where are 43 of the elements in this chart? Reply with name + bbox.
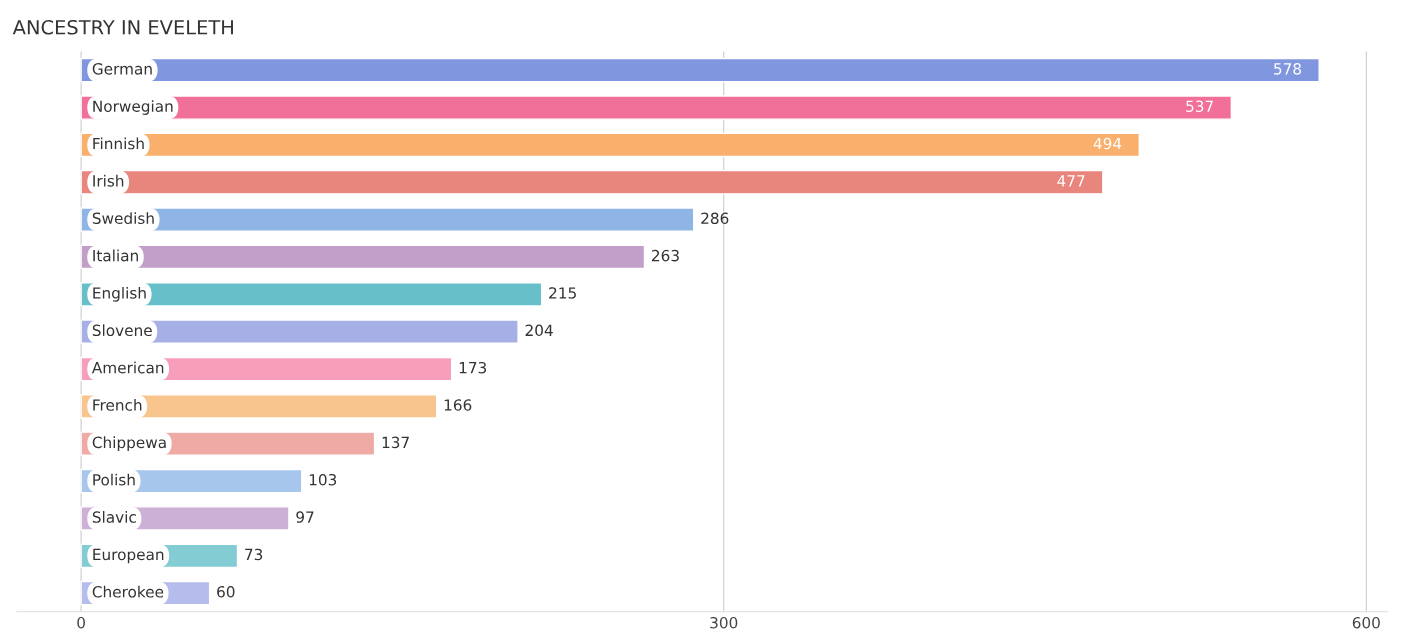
y-tick-label: Slavic <box>92 511 136 523</box>
data-label: 263 <box>652 249 679 262</box>
bar <box>80 244 646 270</box>
y-tick-label: European <box>93 548 164 564</box>
data-label: 477 <box>1057 175 1085 187</box>
data-label: 60 <box>217 586 235 598</box>
y-tick-label: Cherokee <box>92 585 164 598</box>
data-label: 215 <box>549 287 576 299</box>
bar <box>80 207 695 232</box>
y-tick-label: German <box>92 63 152 75</box>
data-label: 494 <box>1093 137 1122 150</box>
y-tick-label: Norwegian <box>93 100 173 115</box>
y-tick-label: Chippewa <box>92 436 166 452</box>
y-tick-label: American <box>91 361 164 374</box>
y-tick-label: Italian <box>93 249 138 262</box>
y-tick-label: English <box>93 286 146 302</box>
data-label: 166 <box>444 399 472 411</box>
y-tick-label: Polish <box>93 473 135 486</box>
data-label: 97 <box>296 511 314 523</box>
x-tick-label: 300 <box>710 616 738 629</box>
bar <box>80 132 1140 158</box>
data-label: 73 <box>245 548 263 561</box>
y-tick-label: Slovene <box>92 324 152 337</box>
x-tick-label: 600 <box>1352 616 1380 629</box>
bar <box>80 282 543 307</box>
data-label: 537 <box>1186 100 1213 112</box>
x-tick-label: 0 <box>77 616 85 629</box>
data-label: 204 <box>525 324 553 337</box>
y-tick-label: Swedish <box>92 212 154 225</box>
data-label: 103 <box>309 473 337 486</box>
y-tick-label: Irish <box>93 174 124 187</box>
data-label: 286 <box>701 212 729 225</box>
data-label: 578 <box>1274 63 1301 75</box>
data-label: 173 <box>459 361 487 374</box>
data-label: 137 <box>382 436 409 449</box>
bar <box>80 169 1104 195</box>
chart-title: ANCESTRY IN EVELETH <box>12 19 233 35</box>
bar <box>80 95 1233 120</box>
bar <box>80 57 1320 83</box>
bar <box>80 394 438 419</box>
bar <box>80 319 519 344</box>
y-tick-label: Finnish <box>93 137 144 150</box>
y-tick-label: French <box>93 398 142 411</box>
